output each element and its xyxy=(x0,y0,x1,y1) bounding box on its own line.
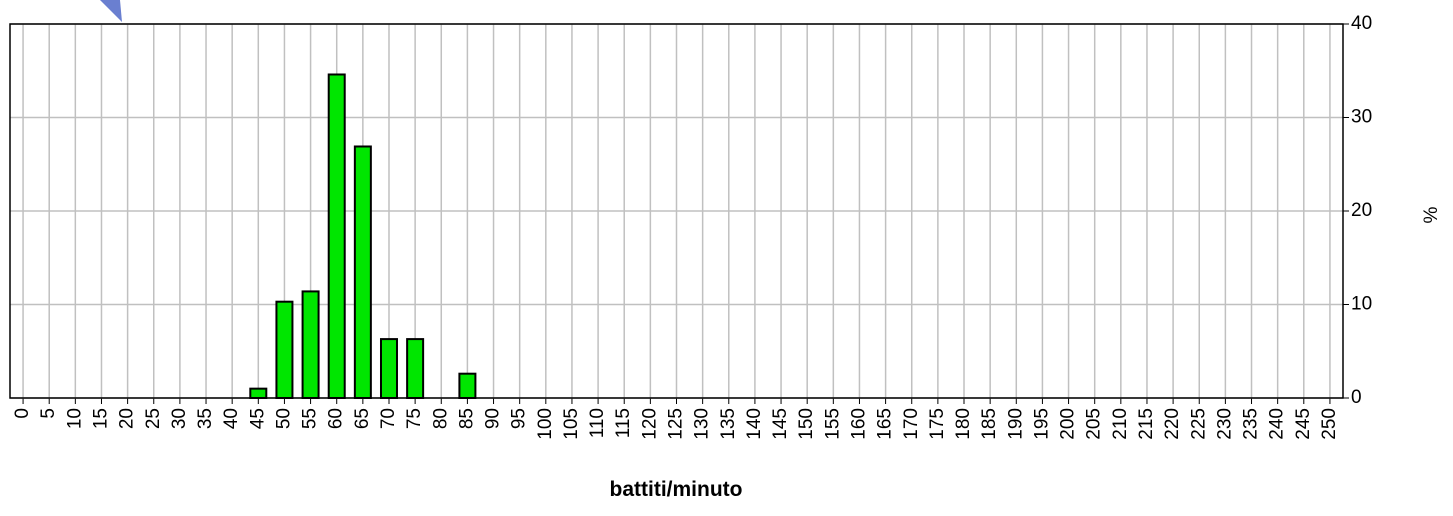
x-tick-label: 40 xyxy=(221,408,242,429)
x-tick-label: 140 xyxy=(744,408,765,440)
x-tick-label: 110 xyxy=(587,408,608,438)
x-tick-label: 105 xyxy=(561,408,582,440)
x-tick-label: 175 xyxy=(927,408,948,440)
x-tick-label: 45 xyxy=(247,408,268,429)
x-tick-label: 165 xyxy=(875,408,896,440)
x-tick-label: 10 xyxy=(64,408,85,429)
x-tick-label: 15 xyxy=(90,408,111,429)
x-tick-label: 115 xyxy=(613,408,634,438)
bar xyxy=(458,372,477,400)
x-tick-label: 240 xyxy=(1267,408,1288,440)
y-tick-label: 20 xyxy=(1351,200,1372,221)
x-tick-label: 245 xyxy=(1293,408,1314,440)
x-tick-label: 200 xyxy=(1058,408,1079,440)
bar xyxy=(353,145,372,399)
x-tick-label: 80 xyxy=(430,408,451,429)
x-tick-label: 85 xyxy=(456,408,477,429)
x-tick-label: 220 xyxy=(1162,408,1183,440)
x-tick-label: 210 xyxy=(1110,408,1131,440)
x-tick-label: 225 xyxy=(1188,408,1209,440)
x-tick-label: 30 xyxy=(169,408,190,429)
x-tick-label: 120 xyxy=(639,408,660,440)
x-tick-label: 125 xyxy=(666,408,687,440)
x-tick-label: 95 xyxy=(509,408,530,429)
x-tick-label: 235 xyxy=(1241,408,1262,440)
x-tick-label: 0 xyxy=(12,408,33,419)
y-tick-label: 0 xyxy=(1351,387,1362,408)
x-tick-label: 25 xyxy=(143,408,164,429)
x-tick-label: 230 xyxy=(1214,408,1235,440)
x-tick-label: 5 xyxy=(38,408,59,419)
x-tick-label: 20 xyxy=(117,408,138,429)
x-tick-label: 205 xyxy=(1084,408,1105,440)
x-tick-label: 250 xyxy=(1319,408,1340,440)
x-tick-label: 190 xyxy=(1005,408,1026,440)
bar xyxy=(249,387,268,399)
x-tick-label: 160 xyxy=(848,408,869,440)
plot-border xyxy=(9,23,1344,399)
x-tick-label: 75 xyxy=(404,408,425,429)
x-tick-label: 195 xyxy=(1031,408,1052,440)
bar xyxy=(275,300,294,400)
x-tick-label: 180 xyxy=(953,408,974,440)
x-tick-label: 65 xyxy=(352,408,373,429)
x-tick-label: 90 xyxy=(483,408,504,429)
y-tick-label: 30 xyxy=(1351,107,1372,128)
y-axis-label: % xyxy=(1421,206,1442,223)
bar xyxy=(327,73,346,400)
bar xyxy=(301,290,320,399)
x-tick-label: 130 xyxy=(692,408,713,440)
y-tick-label: 10 xyxy=(1351,294,1372,315)
x-tick-label: 50 xyxy=(273,408,294,429)
x-tick-label: 70 xyxy=(378,408,399,429)
x-axis-label: battiti/minuto xyxy=(610,478,743,501)
x-tick-label: 150 xyxy=(796,408,817,440)
x-tick-label: 35 xyxy=(195,408,216,429)
x-tick-label: 60 xyxy=(326,408,347,429)
bar xyxy=(406,338,425,399)
x-tick-label: 100 xyxy=(535,408,556,440)
y-tick-label: 40 xyxy=(1351,13,1372,34)
x-tick-label: 170 xyxy=(901,408,922,440)
x-tick-label: 145 xyxy=(770,408,791,440)
x-tick-label: 215 xyxy=(1136,408,1157,440)
x-tick-label: 185 xyxy=(979,408,1000,440)
x-tick-label: 55 xyxy=(300,408,321,429)
x-tick-label: 135 xyxy=(718,408,739,440)
bar xyxy=(379,338,398,399)
decoration-arrow xyxy=(100,0,122,22)
x-tick-label: 155 xyxy=(822,408,843,440)
